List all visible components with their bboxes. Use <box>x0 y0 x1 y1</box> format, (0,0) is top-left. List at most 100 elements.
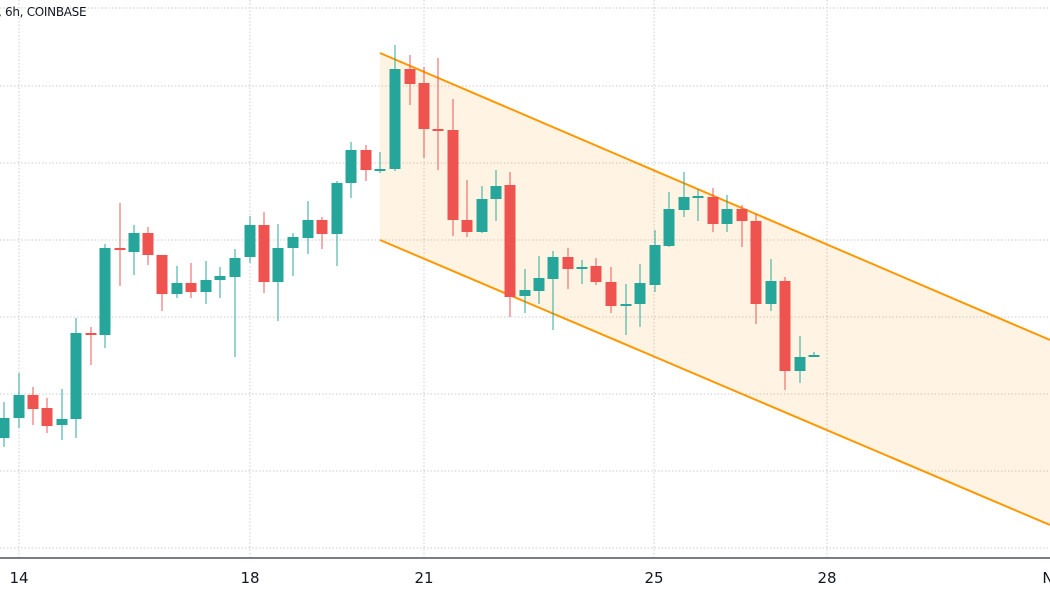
candle-bullish <box>634 264 646 327</box>
candle-body <box>461 220 473 232</box>
candle-bullish <box>533 256 545 304</box>
candle-body <box>70 333 82 419</box>
candle-body <box>185 283 197 292</box>
candle-bearish <box>461 180 473 237</box>
candle-body <box>142 233 154 255</box>
candle-body <box>634 283 646 304</box>
candle-body <box>404 69 416 84</box>
candle-bullish <box>576 260 588 284</box>
candle-bullish <box>765 259 777 311</box>
candle-body <box>576 267 588 269</box>
x-axis-tick-label: 14 <box>9 569 29 587</box>
candle-bullish <box>620 284 632 335</box>
candle-bearish <box>562 248 574 289</box>
candle-bearish <box>156 255 168 311</box>
candle-bearish <box>750 214 762 324</box>
x-axis-tick-label: 28 <box>817 569 837 587</box>
candle-body <box>41 408 53 426</box>
candle-bearish <box>360 145 372 181</box>
candle-body <box>0 418 10 438</box>
candle-bullish <box>345 142 357 198</box>
candle-body <box>114 248 126 250</box>
candle-bearish <box>779 277 791 390</box>
candle-body <box>692 196 704 198</box>
candle-bullish <box>70 318 82 438</box>
candle-body <box>750 221 762 304</box>
candle-bullish <box>663 192 675 247</box>
candle-body <box>200 280 212 292</box>
candle-bullish <box>0 402 10 447</box>
candle-body <box>418 83 430 129</box>
candle-bullish <box>490 170 502 221</box>
candle-body <box>663 209 675 246</box>
candle-body <box>244 225 256 257</box>
candle-bearish <box>114 203 126 286</box>
candle-body <box>476 199 488 232</box>
candle-bullish <box>287 233 299 276</box>
candle-body <box>345 150 357 183</box>
candle-body <box>547 257 559 279</box>
candle-bearish <box>432 58 444 170</box>
candle-body <box>258 225 270 282</box>
candle-body <box>447 130 459 220</box>
candle-bullish <box>272 224 284 321</box>
candle-bullish <box>794 336 806 383</box>
candle-bearish <box>41 398 53 433</box>
candle-bullish <box>331 181 343 266</box>
candle-bullish <box>547 251 559 330</box>
candle-bullish <box>128 225 140 275</box>
candle-body <box>533 278 545 291</box>
candle-body <box>272 248 284 282</box>
candle-body <box>389 69 401 169</box>
chart-grid <box>0 0 1050 558</box>
candle-body <box>171 283 183 294</box>
candle-body <box>374 169 386 171</box>
candle-bearish <box>707 188 719 232</box>
candle-body <box>605 282 617 306</box>
candle-bearish <box>590 258 602 285</box>
channel-lower-line[interactable] <box>379 239 1050 526</box>
candle-bearish <box>404 55 416 105</box>
candle-bullish <box>678 172 690 217</box>
candle-body <box>765 281 777 304</box>
candle-body <box>316 220 328 234</box>
candle-bullish <box>721 195 733 232</box>
candles <box>0 45 820 447</box>
candle-bearish <box>27 387 39 425</box>
candle-bullish <box>200 261 212 304</box>
candle-body <box>85 333 97 335</box>
candle-bearish <box>418 67 430 158</box>
candle-body <box>360 150 372 170</box>
candle-bullish <box>302 201 314 254</box>
descending-channel[interactable] <box>379 52 1050 526</box>
candle-bearish <box>142 227 154 265</box>
candle-body <box>99 248 111 335</box>
candle-bullish <box>229 249 241 357</box>
candle-bullish <box>374 152 386 173</box>
candle-bullish <box>476 186 488 233</box>
channel-upper-line[interactable] <box>379 52 1050 341</box>
candle-body <box>779 281 791 371</box>
candle-body <box>13 395 25 418</box>
candle-body <box>156 255 168 294</box>
x-axis-tick-label: 21 <box>414 569 434 587</box>
x-axis-tick-label: 25 <box>644 569 664 587</box>
candle-bearish <box>447 99 459 236</box>
candle-bullish <box>99 244 111 348</box>
candle-body <box>331 183 343 234</box>
candle-bullish <box>389 45 401 171</box>
candle-body <box>808 355 820 357</box>
candle-body <box>490 186 502 199</box>
x-axis-tick-label: 18 <box>240 569 260 587</box>
candle-bullish <box>171 266 183 298</box>
candle-body <box>707 197 719 224</box>
candle-body <box>519 290 531 296</box>
candle-body <box>721 209 733 224</box>
x-axis-tick-label: N <box>1042 569 1050 587</box>
candle-bullish <box>519 269 531 313</box>
candle-body <box>504 185 516 297</box>
candle-body <box>736 209 748 221</box>
candle-body <box>620 304 632 306</box>
candle-body <box>128 233 140 252</box>
